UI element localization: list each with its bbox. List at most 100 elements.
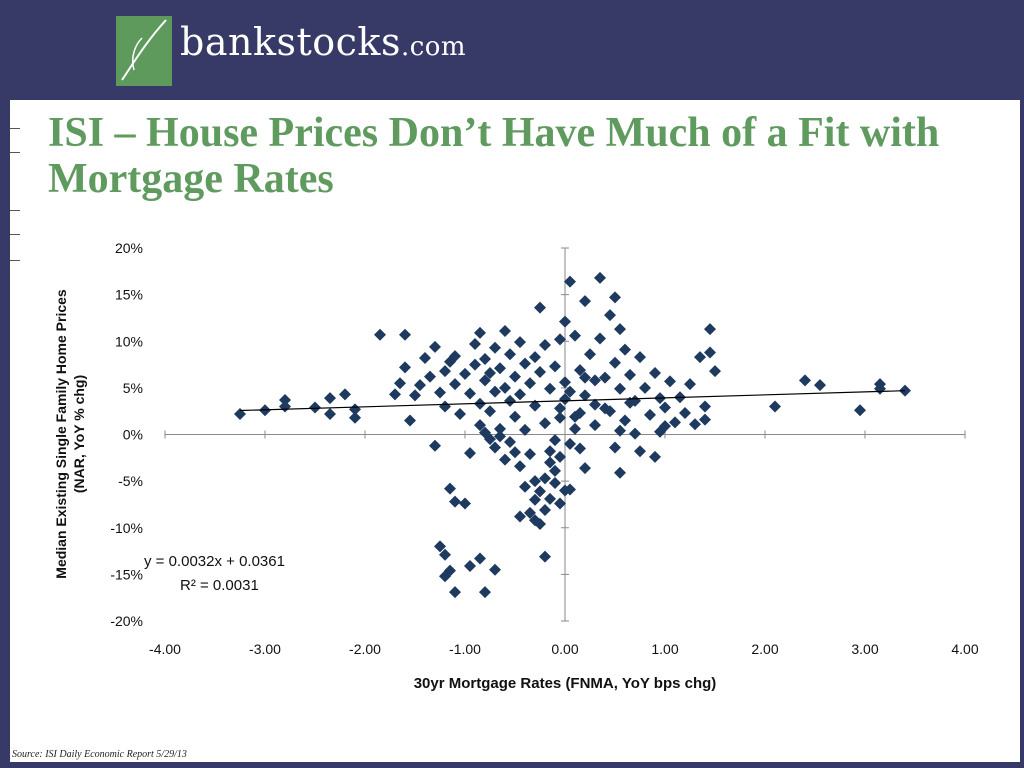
data-point [604, 309, 616, 322]
data-point [529, 475, 541, 488]
data-point [479, 426, 491, 439]
x-tick-label: -2.00 [349, 641, 381, 657]
data-point [619, 414, 631, 427]
data-point [699, 413, 711, 426]
right-border [1020, 100, 1024, 768]
data-point [404, 414, 416, 427]
data-point [574, 442, 586, 455]
data-point [539, 472, 551, 485]
data-point [544, 382, 556, 395]
data-point [559, 315, 571, 328]
y-tick-label: -15% [110, 566, 143, 582]
data-point [564, 437, 576, 450]
logo-wordmark[interactable]: bankstocks.com [180, 20, 466, 64]
data-point [474, 552, 486, 565]
data-point [689, 418, 701, 431]
data-point [449, 350, 461, 363]
data-point [694, 351, 706, 364]
trend-equation: y = 0.0032x + 0.0361 [144, 553, 285, 570]
data-point [514, 388, 526, 401]
data-point [544, 456, 556, 469]
data-point [529, 351, 541, 364]
data-point [324, 392, 336, 405]
data-point [554, 402, 566, 415]
data-point [489, 341, 501, 354]
data-point [814, 379, 826, 392]
data-point [639, 381, 651, 394]
data-point [564, 483, 576, 496]
data-point [554, 497, 566, 510]
y-axis-label: Median Existing Single Family Home Price… [53, 289, 87, 579]
data-point [439, 400, 451, 413]
data-point [579, 462, 591, 475]
data-point [569, 410, 581, 423]
data-point [459, 367, 471, 380]
data-point [414, 379, 426, 392]
data-point [559, 393, 571, 406]
y-tick-label: -10% [110, 520, 143, 536]
data-point [469, 358, 481, 371]
data-point [524, 377, 536, 390]
data-point [509, 370, 521, 383]
y-tick-label: 10% [115, 333, 143, 349]
data-point [499, 453, 511, 466]
y-axis-label-rotated: Median Existing Single Family Home Price… [53, 289, 87, 579]
data-point [649, 450, 661, 463]
data-point [534, 485, 546, 498]
data-point [514, 336, 526, 349]
data-point [589, 374, 601, 387]
data-point [534, 518, 546, 531]
data-point [679, 407, 691, 420]
data-point [489, 563, 501, 576]
data-point [609, 441, 621, 454]
data-point [564, 385, 576, 398]
data-point [659, 420, 671, 433]
x-tick-label: 1.00 [651, 641, 678, 657]
logo-mark [116, 16, 172, 86]
data-point [374, 328, 386, 341]
data-point [644, 408, 656, 421]
data-point [549, 434, 561, 447]
data-point [524, 506, 536, 519]
data-point [409, 389, 421, 402]
data-point [699, 400, 711, 413]
data-point [524, 448, 536, 461]
data-point [389, 388, 401, 401]
slide-title: ISI – House Prices Don’t Have Much of a … [48, 110, 940, 202]
data-points [234, 271, 911, 599]
data-point [469, 338, 481, 351]
data-point [484, 433, 496, 446]
data-point [459, 497, 471, 510]
data-point [429, 340, 441, 353]
data-point [349, 403, 361, 416]
data-point [449, 495, 461, 508]
data-point [624, 368, 636, 381]
data-point [424, 370, 436, 383]
outline-tick [10, 128, 20, 129]
data-point [534, 301, 546, 314]
data-point [544, 445, 556, 458]
data-point [339, 388, 351, 401]
outline-tick [10, 260, 20, 261]
data-point [624, 396, 636, 409]
data-point [439, 548, 451, 561]
data-point [474, 419, 486, 432]
data-point [449, 378, 461, 391]
data-point [614, 323, 626, 336]
data-point [464, 387, 476, 400]
data-point [504, 435, 516, 448]
data-point [569, 422, 581, 435]
y-tick-label: 15% [115, 287, 143, 303]
data-point [589, 419, 601, 432]
data-point [534, 366, 546, 379]
data-point [494, 430, 506, 443]
trendline [239, 390, 906, 412]
data-point [399, 328, 411, 341]
data-point [464, 447, 476, 460]
data-point [574, 364, 586, 377]
data-point [309, 401, 321, 414]
data-point [799, 374, 811, 387]
data-point [444, 564, 456, 577]
outline-tick [10, 234, 20, 235]
data-point [489, 441, 501, 454]
